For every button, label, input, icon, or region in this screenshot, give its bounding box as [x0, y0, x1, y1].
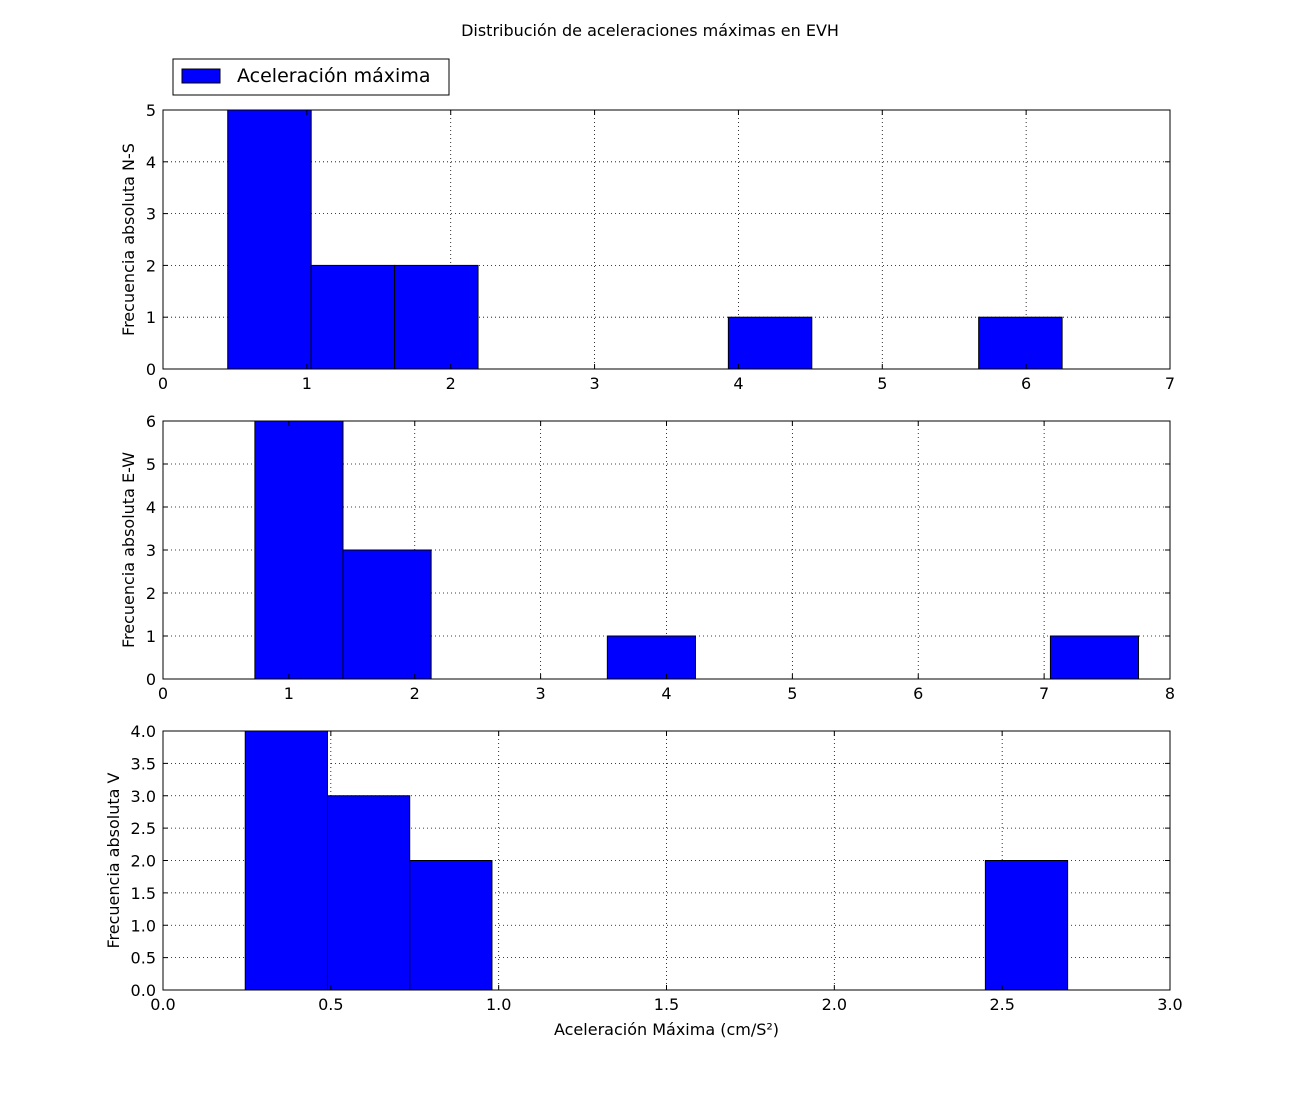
x-tick-label: 0 [158, 374, 168, 393]
y-tick-label: 0 [146, 670, 156, 689]
y-axis-label: Frecuencia absoluta E-W [119, 452, 138, 648]
histogram-bar [978, 316, 1063, 370]
x-axis-label: Aceleración Máxima (cm/S²) [554, 1020, 779, 1039]
x-tick-label: 0.5 [318, 995, 343, 1014]
x-tick-label: 4 [733, 374, 743, 393]
y-tick-label: 1.0 [131, 916, 156, 935]
histogram-bar [606, 635, 696, 680]
axes-frame [162, 109, 1171, 370]
histogram-bar [984, 860, 1069, 991]
x-tick-label: 2.5 [989, 995, 1014, 1014]
y-tick-label: 2.0 [131, 852, 156, 871]
x-tick-label: 1.5 [654, 995, 679, 1014]
x-tick-label: 1.0 [486, 995, 511, 1014]
histogram-bar [227, 109, 312, 370]
x-tick-label: 2 [446, 374, 456, 393]
x-tick-label: 2 [410, 684, 420, 703]
x-tick-label: 6 [1021, 374, 1031, 393]
y-tick-label: 1 [146, 627, 156, 646]
y-tick-label: 3 [146, 205, 156, 224]
y-tick-label: 4 [146, 498, 156, 517]
figure-title: Distribución de aceleraciones máximas en… [461, 21, 839, 40]
y-tick-label: 5 [146, 101, 156, 120]
histogram-bar [342, 549, 432, 680]
y-tick-label: 4.0 [131, 722, 156, 741]
x-tick-label: 2.0 [822, 995, 847, 1014]
y-tick-label: 3.0 [131, 787, 156, 806]
histogram-bar [409, 860, 493, 991]
histogram-bar [727, 316, 813, 370]
y-tick-label: 6 [146, 412, 156, 431]
x-tick-label: 7 [1165, 374, 1175, 393]
y-tick-label: 1 [146, 308, 156, 327]
y-tick-label: 3.5 [131, 754, 156, 773]
x-tick-label: 0 [158, 684, 168, 703]
x-tick-label: 0.0 [150, 995, 175, 1014]
histogram-bar [310, 264, 396, 370]
x-tick-label: 5 [787, 684, 797, 703]
x-tick-label: 3.0 [1157, 995, 1182, 1014]
histogram-bar [244, 730, 328, 991]
y-tick-label: 2 [146, 256, 156, 275]
x-tick-label: 3 [589, 374, 599, 393]
histogram-bar [326, 795, 411, 991]
y-tick-label: 5 [146, 455, 156, 474]
x-tick-label: 1 [284, 684, 294, 703]
y-axis-label: Frecuencia absoluta V [104, 772, 123, 948]
x-tick-label: 6 [913, 684, 923, 703]
x-tick-label: 8 [1165, 684, 1175, 703]
y-tick-label: 0.0 [131, 981, 156, 1000]
y-tick-label: 0.5 [131, 949, 156, 968]
x-tick-label: 7 [1039, 684, 1049, 703]
legend: Aceleración máxima [172, 58, 450, 96]
y-tick-label: 2.5 [131, 819, 156, 838]
subplot-v: 0.0 0.5 1.0 1.5 2.0 2.5 3.0 0.0 0.5 1.0 1.5 2.0 2.5 3… [104, 722, 1183, 1039]
subplot-ew: 0 1 2 3 4 5 6 7 8 0 1 2 3 4 5 6 Frecuencia absoluta E-W [119, 412, 1175, 703]
histogram-bar [1049, 635, 1140, 680]
y-tick-label: 0 [146, 360, 156, 379]
y-tick-label: 2 [146, 584, 156, 603]
y-tick-label: 4 [146, 153, 156, 172]
x-tick-label: 5 [877, 374, 887, 393]
legend-label: Aceleración máxima [237, 65, 430, 87]
histogram-bar [254, 420, 344, 680]
subplot-ns: 0 1 2 3 4 5 6 7 0 1 2 3 4 5 Frecuencia absoluta N-S [119, 101, 1175, 393]
legend-swatch [181, 68, 221, 84]
y-axis-label: Frecuencia absoluta N-S [119, 143, 138, 336]
histogram-bar [394, 264, 479, 370]
y-tick-label: 1.5 [131, 884, 156, 903]
y-tick-label: 3 [146, 541, 156, 560]
x-tick-label: 4 [661, 684, 671, 703]
x-tick-label: 1 [302, 374, 312, 393]
x-tick-label: 3 [536, 684, 546, 703]
